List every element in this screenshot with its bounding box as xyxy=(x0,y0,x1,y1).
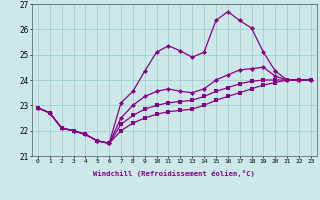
X-axis label: Windchill (Refroidissement éolien,°C): Windchill (Refroidissement éolien,°C) xyxy=(93,170,255,177)
